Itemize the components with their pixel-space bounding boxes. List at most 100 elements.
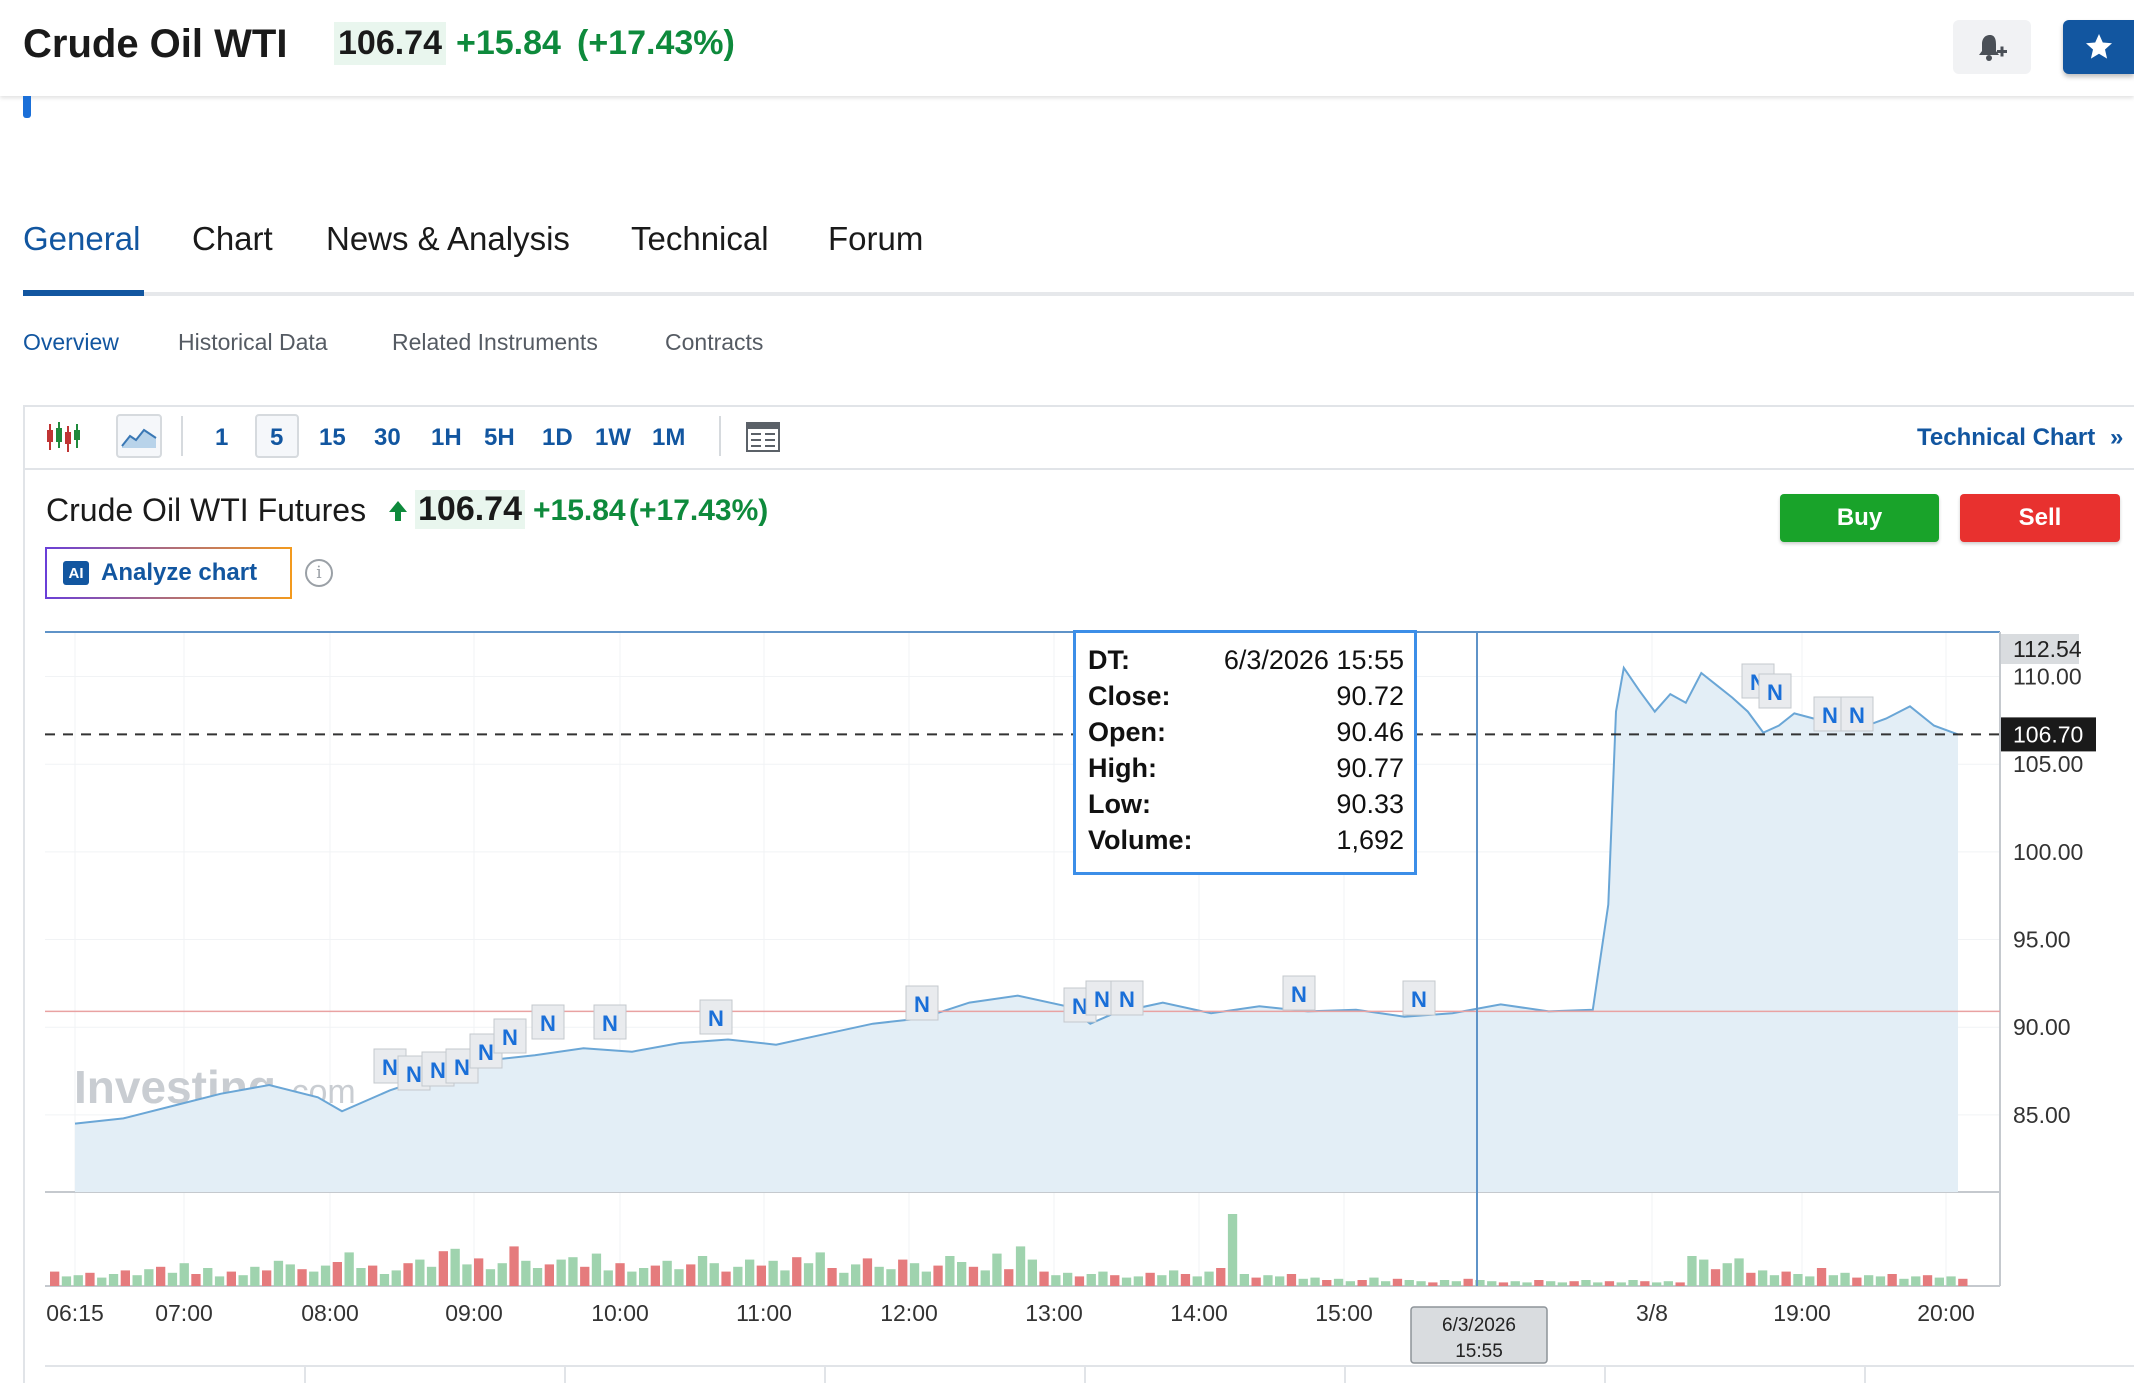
volume-bar [1899, 1278, 1909, 1286]
chart-change: +15.84 [533, 494, 626, 527]
create-alert-button[interactable] [1953, 20, 2031, 74]
sell-button[interactable]: Sell [1960, 494, 2120, 542]
volume-bar [391, 1270, 401, 1286]
volume-bar [768, 1260, 778, 1286]
volume-bar [497, 1263, 507, 1286]
news-marker[interactable]: N [1840, 696, 1874, 732]
volume-bar [792, 1257, 802, 1286]
news-marker-label: N [1849, 703, 1865, 728]
volume-bar [262, 1270, 272, 1286]
subtab-overview[interactable]: Overview [23, 329, 119, 355]
volume-bar [1051, 1275, 1061, 1286]
news-marker[interactable]: N [1110, 980, 1144, 1016]
chart-panel [23, 405, 2134, 1383]
news-marker[interactable]: N [699, 999, 733, 1035]
volume-bar [1098, 1271, 1108, 1286]
x-tick-label: 14:00 [1170, 1300, 1228, 1326]
info-icon[interactable]: i [305, 559, 333, 587]
chart-layout-button[interactable] [745, 420, 781, 454]
news-marker[interactable]: N [1282, 975, 1316, 1011]
subtab-contracts[interactable]: Contracts [665, 329, 764, 355]
subtab-historical-data[interactable]: Historical Data [178, 329, 328, 355]
news-marker-box [699, 999, 733, 1035]
tab-general[interactable]: General [23, 220, 141, 257]
volume-bar [238, 1275, 248, 1286]
volume-bar [980, 1270, 990, 1286]
area-chart-button[interactable] [116, 414, 162, 458]
news-marker[interactable]: N [1402, 980, 1436, 1016]
news-marker[interactable]: N [531, 1004, 565, 1040]
volume-bar [874, 1266, 884, 1286]
x-tick-label: 3/8 [1636, 1300, 1668, 1326]
volume-bar [1004, 1269, 1014, 1286]
volume-bar [1616, 1282, 1626, 1286]
subtab-related-instruments[interactable]: Related Instruments [392, 329, 598, 355]
technical-chart-link[interactable]: Technical Chart » [1917, 424, 2123, 452]
buy-button[interactable]: Buy [1780, 494, 1939, 542]
volume-bar [580, 1266, 590, 1286]
tooltip-key: Open: [1088, 716, 1166, 747]
chart-instrument-title: Crude Oil WTI Futures [46, 492, 367, 528]
timeframe-30[interactable]: 30 [374, 424, 401, 451]
news-marker[interactable]: N [1758, 673, 1792, 709]
timeframe-5h[interactable]: 5H [484, 424, 515, 451]
volume-bar [191, 1274, 201, 1286]
volume-bar [1805, 1276, 1815, 1286]
tab-chart[interactable]: Chart [192, 220, 273, 257]
volume-bar [839, 1272, 849, 1286]
news-marker-label: N [430, 1058, 446, 1083]
timeframe-5[interactable]: 5 [270, 424, 284, 451]
add-to-watchlist-button[interactable] [2063, 20, 2134, 74]
volume-bar [273, 1260, 284, 1286]
volume-bar [356, 1268, 366, 1286]
volume-bar [733, 1266, 743, 1286]
volume-bar [1593, 1282, 1603, 1286]
price-area-fill [75, 667, 1958, 1192]
volume-bar [1887, 1274, 1897, 1286]
y-tick-label: 85.00 [2013, 1102, 2071, 1128]
volume-bar [1628, 1280, 1638, 1286]
tab-news-analysis[interactable]: News & Analysis [326, 220, 570, 257]
candlestick-chart-button[interactable] [45, 420, 81, 454]
timeframe-1h[interactable]: 1H [431, 424, 462, 451]
volume-bar [250, 1266, 260, 1286]
volume-bar [1875, 1276, 1886, 1286]
volume-bar [721, 1271, 731, 1286]
volume-bar [1734, 1258, 1744, 1286]
volume-bar [1180, 1274, 1191, 1286]
volume-bar [745, 1259, 755, 1286]
timeframe-1[interactable]: 1 [215, 424, 229, 451]
volume-bar [709, 1263, 719, 1286]
volume-bar [156, 1266, 166, 1286]
timeframe-1w[interactable]: 1W [595, 424, 631, 451]
tooltip-value: 1,692 [1336, 824, 1404, 855]
volume-bar [1522, 1282, 1532, 1286]
volume-bar [1816, 1268, 1827, 1286]
selected-timeframe-box [255, 414, 299, 458]
tab-technical[interactable]: Technical [631, 220, 769, 257]
volume-bar [97, 1277, 107, 1286]
header-change-pct: (+17.43%) [577, 24, 735, 62]
volume-bar [756, 1265, 766, 1286]
y-tick-label: 100.00 [2013, 839, 2083, 865]
x-tick-label: 07:00 [155, 1300, 213, 1326]
news-marker[interactable]: N [493, 1018, 527, 1054]
news-marker-label: N [1291, 982, 1307, 1007]
volume-bar [85, 1272, 95, 1286]
news-marker[interactable]: N [905, 985, 939, 1021]
volume-bar [945, 1256, 955, 1286]
volume-bar [379, 1274, 390, 1286]
timeframe-15[interactable]: 15 [319, 424, 346, 451]
analyze-chart-button[interactable]: AI Analyze chart [45, 547, 292, 599]
news-marker[interactable]: N [593, 1004, 627, 1040]
double-chevron-icon: » [2109, 424, 2124, 451]
timeframe-1d[interactable]: 1D [542, 424, 573, 451]
y-tick-label: 110.00 [2013, 664, 2082, 690]
y-max-label: 112.54 [2013, 636, 2082, 662]
tab-forum[interactable]: Forum [828, 220, 924, 257]
volume-bar [851, 1264, 861, 1286]
timeframe-1m[interactable]: 1M [652, 424, 686, 451]
volume-bar [226, 1271, 236, 1286]
volume-bar [591, 1253, 602, 1286]
